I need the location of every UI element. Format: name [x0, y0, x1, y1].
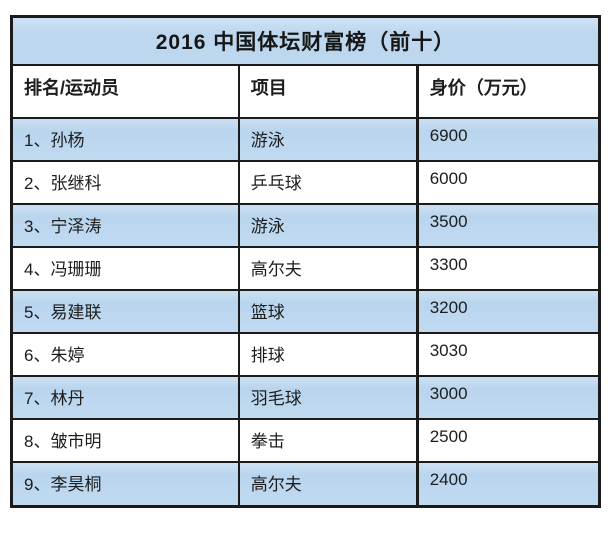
cell-sport: 篮球 [237, 289, 419, 334]
header-row: 排名/运动员 项目 身价（万元） [13, 66, 598, 119]
header-cell-worth: 身价（万元） [416, 66, 598, 119]
cell-worth: 6000 [416, 160, 598, 205]
cell-rank-athlete: 6、朱婷 [13, 332, 240, 377]
cell-rank-athlete: 5、易建联 [13, 289, 240, 334]
cell-sport: 高尔夫 [237, 461, 419, 505]
cell-sport: 游泳 [237, 117, 419, 162]
table-row: 3、宁泽涛 游泳 3500 [13, 203, 598, 248]
cell-sport: 排球 [237, 332, 419, 377]
table-row: 1、孙杨 游泳 6900 [13, 117, 598, 162]
cell-rank-athlete: 4、冯珊珊 [13, 246, 240, 291]
cell-worth: 3300 [416, 246, 598, 291]
cell-sport: 羽毛球 [237, 375, 419, 420]
table-row: 5、易建联 篮球 3200 [13, 289, 598, 334]
table-title: 2016 中国体坛财富榜（前十） [13, 18, 598, 66]
header-cell-sport: 项目 [237, 66, 419, 119]
wealth-ranking-table: 排名/运动员 项目 身价（万元） 1、孙杨 游泳 6900 2、张继科 乒乓球 … [13, 66, 598, 505]
header-cell-rank-athlete: 排名/运动员 [13, 66, 240, 119]
table-row: 2、张继科 乒乓球 6000 [13, 160, 598, 205]
cell-sport: 高尔夫 [237, 246, 419, 291]
cell-rank-athlete: 7、林丹 [13, 375, 240, 420]
cell-worth: 3200 [416, 289, 598, 334]
table-row: 6、朱婷 排球 3030 [13, 332, 598, 377]
cell-rank-athlete: 9、李昊桐 [13, 461, 240, 505]
table-row: 9、李昊桐 高尔夫 2400 [13, 461, 598, 505]
table-row: 4、冯珊珊 高尔夫 3300 [13, 246, 598, 291]
cell-worth: 3030 [416, 332, 598, 377]
cell-sport: 乒乓球 [237, 160, 419, 205]
table-header: 排名/运动员 项目 身价（万元） [13, 66, 598, 119]
cell-worth: 3000 [416, 375, 598, 420]
cell-rank-athlete: 3、宁泽涛 [13, 203, 240, 248]
table-row: 7、林丹 羽毛球 3000 [13, 375, 598, 420]
cell-rank-athlete: 8、皱市明 [13, 418, 240, 463]
cell-rank-athlete: 1、孙杨 [13, 117, 240, 162]
cell-rank-athlete: 2、张继科 [13, 160, 240, 205]
cell-sport: 拳击 [237, 418, 419, 463]
cell-worth: 6900 [416, 117, 598, 162]
cell-worth: 2500 [416, 418, 598, 463]
cell-worth: 2400 [416, 461, 598, 505]
table-row: 8、皱市明 拳击 2500 [13, 418, 598, 463]
table-body: 1、孙杨 游泳 6900 2、张继科 乒乓球 6000 3、宁泽涛 游泳 350… [13, 117, 598, 505]
cell-sport: 游泳 [237, 203, 419, 248]
cell-worth: 3500 [416, 203, 598, 248]
wealth-ranking-table-frame: 2016 中国体坛财富榜（前十） 排名/运动员 项目 身价（万元） 1、孙杨 游… [10, 15, 601, 508]
